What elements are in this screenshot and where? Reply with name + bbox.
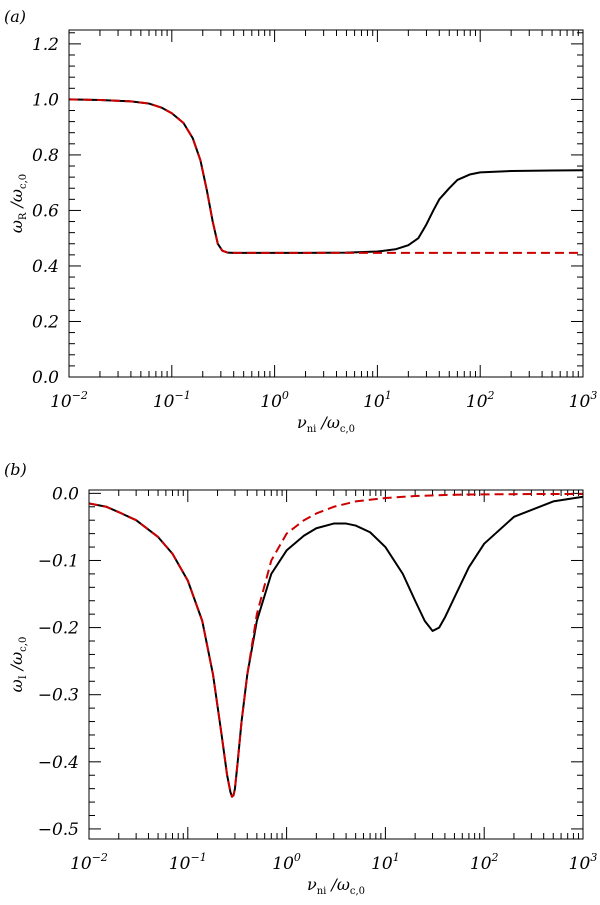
x-tick-base: 10 [363,392,385,412]
series-line-approximation [68,98,583,254]
y-tick-label: −0.1 [38,551,79,571]
series-line-full-solution [88,495,584,798]
y-tick-label: −0.5 [38,820,79,840]
y-tick-label: −0.3 [38,686,79,706]
x-tick-label: 100 [260,389,289,412]
ylabel-part-2: /ω [7,652,26,676]
tick-labels-group: 10−2 10−1 100 101 102 1030.00.20.40.60.81.01.… [32,35,597,412]
x-tick-base: 10 [50,392,72,412]
x-tick-exp: 2 [487,389,495,402]
x-tick-exp: 1 [393,851,400,864]
x-tick-base: 10 [272,854,294,874]
x-tick-label: 103 [569,389,598,412]
x-tick-base: 10 [70,854,92,874]
y-tick-label: 0.4 [32,257,59,277]
ylabel-part-1: R [18,212,29,220]
xlabel-part-1: ni [317,886,327,897]
x-tick-base: 10 [466,392,488,412]
y-axis-label: ωI /ωc,0 [7,637,29,693]
tick-labels-group: 10−2 10−1 100 101 102 1030.0−0.1−0.2−0.3−0.4−… [38,484,598,874]
x-tick-label: 10−1 [169,851,207,874]
y-tick-label: 0.0 [32,368,59,388]
x-axis-label: νni /ωc,0 [307,875,365,897]
y-tick-label: 1.0 [32,90,59,110]
x-tick-exp: −2 [92,851,108,864]
x-tick-label: 10−2 [50,389,88,412]
x-tick-label: 103 [569,851,598,874]
plot-frame [68,29,584,378]
ylabel-part-0: ω [7,679,26,692]
x-tick-label: 10−1 [153,389,191,412]
x-tick-label: 101 [363,389,392,412]
xlabel-part-1: ni [307,424,317,435]
x-tick-exp: 0 [282,389,289,402]
x-tick-label: 102 [466,389,495,412]
x-axis-label: νni /ωc,0 [297,413,355,435]
x-tick-base: 10 [569,854,591,874]
panel-label: (b) [4,460,27,479]
x-tick-base: 10 [169,854,191,874]
plot-frame [88,489,584,840]
panel-label: (a) [4,7,26,26]
x-tick-label: 101 [371,851,400,874]
xlabel-part-3: c,0 [340,424,355,435]
ylabel-part-3: c,0 [18,637,29,652]
ylabel-part-0: ω [7,220,26,233]
y-tick-label: 0.8 [32,146,59,166]
y-tick-label: −0.4 [38,753,79,773]
x-tick-label: 10−2 [70,851,108,874]
y-tick-label: 1.2 [32,35,59,55]
xlabel-part-2: /ω [326,875,350,894]
x-tick-base: 10 [371,854,393,874]
ylabel-part-3: c,0 [18,174,29,189]
x-tick-exp: 2 [491,851,499,864]
x-tick-exp: 3 [590,851,597,864]
x-tick-exp: −1 [191,851,207,864]
y-tick-label: 0.0 [52,484,79,504]
x-tick-base: 10 [260,392,282,412]
series-group [88,493,584,798]
x-tick-label: 102 [470,851,499,874]
y-tick-label: 0.2 [32,312,59,332]
x-tick-base: 10 [153,392,175,412]
series-group [68,98,584,254]
ylabel-part-1: I [18,675,29,679]
x-tick-exp: 3 [590,389,597,402]
x-tick-base: 10 [569,392,591,412]
panel-b: (b) 10−2 10−1 100 101 102 1030.0−0.1−0.2−0.3−… [4,460,597,897]
y-axis-label: ωR /ωc,0 [7,174,29,233]
xlabel-part-0: ν [307,875,317,894]
ylabel-part-2: /ω [7,189,26,213]
x-tick-base: 10 [470,854,492,874]
x-tick-exp: −1 [175,389,191,402]
series-line-approximation [88,493,583,798]
y-tick-label: −0.2 [38,619,79,639]
x-tick-exp: 0 [294,851,301,864]
xlabel-part-2: /ω [316,413,340,432]
ticks-group [68,30,584,378]
x-tick-exp: −2 [72,389,88,402]
xlabel-part-0: ν [297,413,307,432]
panel-a: (a) 10−2 10−1 100 101 102 1030.00.20.40.60.81… [4,7,597,435]
xlabel-part-3: c,0 [350,886,365,897]
series-line-full-solution [68,98,584,254]
x-tick-label: 100 [272,851,301,874]
x-tick-exp: 1 [385,389,392,402]
y-tick-label: 0.6 [32,201,59,221]
